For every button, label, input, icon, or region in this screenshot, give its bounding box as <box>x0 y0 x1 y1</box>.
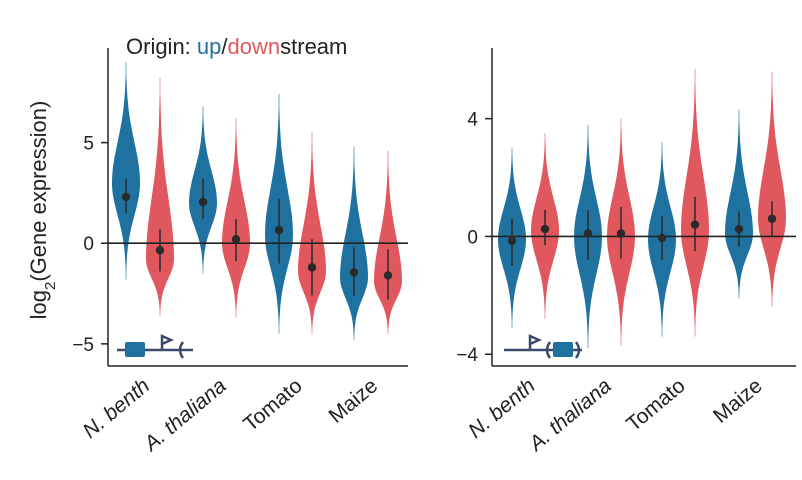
median-point-up-0 <box>507 236 517 246</box>
x-tick-label: A. thaliana <box>138 374 230 457</box>
y-axis-label: log2(Gene expression) <box>26 101 59 320</box>
violin-down-0 <box>146 78 174 316</box>
violin-down-2 <box>298 132 326 334</box>
violin-up-0 <box>112 62 140 280</box>
x-tick-label: N. benth <box>464 374 540 443</box>
violin-up-3 <box>725 109 753 299</box>
y-tick-label: −4 <box>456 345 478 366</box>
median-point-down-1 <box>616 229 626 238</box>
construct-schematic-upstream <box>117 334 193 359</box>
median-point-down-3 <box>767 214 777 223</box>
median-point-down-0 <box>540 224 550 234</box>
legend-origin: Origin: up/downstream <box>126 34 347 59</box>
median-point-up-0 <box>121 192 131 202</box>
violin-down-3 <box>374 150 402 334</box>
median-point-up-3 <box>734 224 744 234</box>
x-tick-label: A. thaliana <box>523 374 615 457</box>
median-point-up-3 <box>349 268 359 277</box>
x-tick-label: Maize <box>709 374 767 428</box>
median-point-down-2 <box>690 220 700 229</box>
y-tick-label: 0 <box>83 234 94 255</box>
y-tick-label: 4 <box>467 110 478 131</box>
x-tick-label: Maize <box>325 374 383 428</box>
median-point-down-0 <box>155 246 165 255</box>
legend-prefix: Origin: <box>126 34 197 59</box>
violin-down-3 <box>758 71 786 308</box>
x-tick-label: Tomato <box>239 374 307 436</box>
construct-schematic-downstream <box>504 334 582 359</box>
legend-up: up <box>197 34 221 59</box>
y-tick-label: 0 <box>467 227 478 248</box>
legend-suffix: stream <box>280 34 347 59</box>
x-tick-label: Tomato <box>622 374 690 436</box>
median-point-up-1 <box>583 229 593 238</box>
median-point-up-1 <box>198 197 208 207</box>
median-point-down-3 <box>383 271 393 280</box>
median-point-down-1 <box>231 235 241 244</box>
y-tick-label: 5 <box>83 134 94 155</box>
x-tick-label: N. benth <box>79 374 155 443</box>
y-tick-label: −5 <box>72 335 94 356</box>
median-point-up-2 <box>274 225 284 235</box>
median-point-up-2 <box>657 233 667 243</box>
median-point-down-2 <box>307 263 317 272</box>
violin-down-1 <box>222 118 250 318</box>
legend-slash: / <box>221 34 228 59</box>
legend-down: down <box>228 34 281 59</box>
